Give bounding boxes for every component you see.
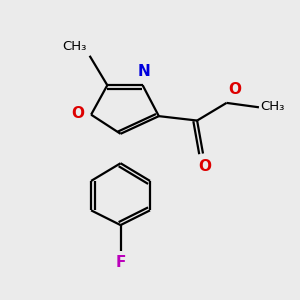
Text: O: O <box>198 159 211 174</box>
Text: N: N <box>138 64 151 79</box>
Text: CH₃: CH₃ <box>62 40 87 53</box>
Text: O: O <box>228 82 241 97</box>
Text: F: F <box>116 255 126 270</box>
Text: CH₃: CH₃ <box>260 100 285 113</box>
Text: O: O <box>72 106 85 121</box>
